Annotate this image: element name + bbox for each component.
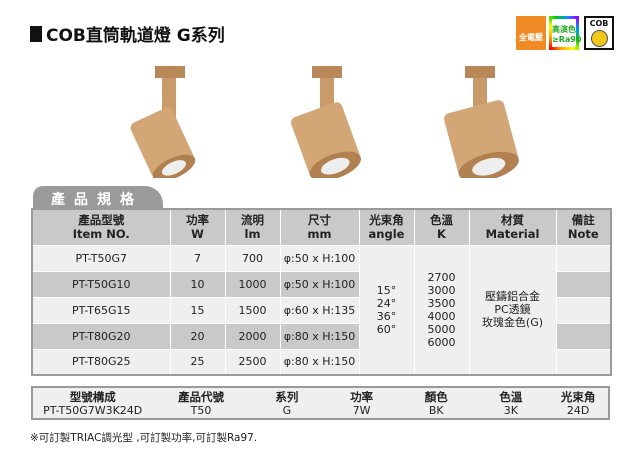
- table-header-row: 產品型號 Item NO. 功率 W 流明 lm 尺寸 mm 光束角 angle 色溫 K …: [31, 209, 611, 245]
- footnote: ※可訂製TRIAC調光型 ,可訂製功率,可訂製Ra97.: [30, 432, 258, 444]
- table-cell: 2500: [224, 348, 280, 375]
- header-power: 功率 W: [169, 209, 225, 245]
- code-power: 功率 7W: [350, 390, 374, 417]
- table-cell: [555, 296, 611, 323]
- section-tab: 產品規格: [33, 186, 163, 209]
- model-code-box: 型號構成 PT-T50G7W3K24D 產品代號 T50 系列 G 功率 7W 顏色 BK…: [31, 386, 610, 420]
- high-cri-icon: 高演色 ≥Ra90: [549, 16, 582, 50]
- table-cell: 15°: [376, 283, 397, 297]
- table-cell: 色溫: [430, 213, 453, 228]
- cell-angles: 15° 24° 36° 60°: [358, 244, 414, 375]
- table-cell: [555, 322, 611, 349]
- table-cell: 備註: [571, 213, 595, 228]
- cell-cct: 2700 3000 3500 4000 5000 6000: [413, 244, 469, 375]
- table-cell: PT-T65G15: [31, 296, 170, 323]
- table-cell: 產品型號: [78, 213, 125, 228]
- table-cell: angle: [368, 227, 405, 242]
- table-cell: 5000: [427, 322, 456, 336]
- table-cell: φ:80 x H:150: [279, 322, 359, 349]
- table-row: PT-T50G7 7 700 φ:50 x H:100 15° 24° 36° 60° 27…: [31, 244, 611, 375]
- table-row: PT-T80G25 25 2500 φ:80 x H:150: [31, 348, 611, 375]
- table-cell: PT-T80G25: [31, 348, 170, 375]
- table-cell: 功率: [186, 213, 209, 228]
- product-image-t80: [444, 66, 519, 178]
- code-color: 顏色 BK: [424, 390, 448, 417]
- table-cell: 壓鑄鋁合金: [485, 290, 540, 304]
- table-cell: 10: [169, 270, 225, 297]
- table-cell: 1000: [224, 270, 280, 297]
- table-cell: 3000: [427, 283, 456, 297]
- table-cell: mm: [307, 227, 332, 242]
- table-cell: 2700: [427, 270, 456, 284]
- table-cell: 材質: [501, 213, 524, 228]
- table-cell: 流明: [241, 213, 264, 228]
- table-cell: 15: [169, 296, 225, 323]
- table-cell: 60°: [376, 322, 397, 336]
- table-cell: 4000: [427, 309, 456, 323]
- table-cell: 36°: [376, 309, 397, 323]
- cell-material: 壓鑄鋁合金 PC透鏡 玫瑰金色(G): [468, 244, 556, 375]
- header-material: 材質 Material: [468, 209, 556, 245]
- header-note: 備註 Note: [555, 209, 611, 245]
- header-item: 產品型號 Item NO.: [31, 209, 170, 245]
- header-angle: 光束角 angle: [358, 209, 414, 245]
- header-size: 尺寸 mm: [279, 209, 359, 245]
- table-cell: [555, 348, 611, 375]
- table-cell: Note: [567, 227, 599, 242]
- table-cell: 玫瑰金色(G): [481, 316, 544, 330]
- code-model: 型號構成 PT-T50G7W3K24D: [43, 390, 143, 417]
- table-cell: 3500: [427, 296, 456, 310]
- cell-item: PT-T50G7: [31, 244, 170, 271]
- title-text: COB直筒軌道燈 G系列: [46, 26, 225, 46]
- code-series: 系列 G: [275, 390, 299, 417]
- table-row: PT-T50G10 10 1000 φ:50 x H:100: [31, 270, 611, 297]
- table-cell: 光束角: [369, 213, 404, 228]
- code-product: 產品代號 T50: [178, 390, 224, 417]
- table-cell: 尺寸: [308, 213, 331, 228]
- table-row: PT-T65G15 15 1500 φ:60 x H:135: [31, 296, 611, 323]
- full-voltage-icon: 全電壓: [516, 16, 546, 50]
- cell-note: [555, 244, 611, 271]
- table-cell: φ:80 x H:150: [279, 348, 359, 375]
- badge-label: 高演色 ≥Ra90: [552, 25, 582, 44]
- table-cell: lm: [244, 227, 261, 242]
- product-image-t50: [130, 66, 196, 178]
- table-cell: 25: [169, 348, 225, 375]
- table-cell: φ:60 x H:135: [279, 296, 359, 323]
- header-lumen: 流明 lm: [224, 209, 280, 245]
- table-cell: Item NO.: [72, 227, 130, 242]
- cell-power: 7: [169, 244, 225, 271]
- table-cell: 6000: [427, 335, 456, 349]
- table-cell: Material: [485, 227, 540, 242]
- table-cell: W: [191, 227, 204, 242]
- table-cell: 1500: [224, 296, 280, 323]
- table-cell: K: [437, 227, 446, 242]
- table-cell: PC透鏡: [494, 303, 531, 317]
- spec-table: 產品型號 Item NO. 功率 W 流明 lm 尺寸 mm 光束角 angle 色溫 K …: [31, 208, 612, 376]
- product-image-t65: [291, 66, 361, 178]
- cell-size: φ:50 x H:100: [279, 244, 359, 271]
- table-cell: 24°: [376, 296, 397, 310]
- table-cell: 20: [169, 322, 225, 349]
- cob-chip: [590, 30, 608, 47]
- cob-icon: COB: [584, 16, 614, 50]
- table-cell: [555, 270, 611, 297]
- table-cell: 2000: [224, 322, 280, 349]
- table-cell: PT-T50G10: [31, 270, 170, 297]
- table-row: PT-T80G20 20 2000 φ:80 x H:150: [31, 322, 611, 349]
- cell-lumen: 700: [224, 244, 280, 271]
- code-angle: 光束角 24D: [560, 390, 596, 417]
- code-cct: 色溫 3K: [499, 390, 523, 417]
- page-title: COB直筒軌道燈 G系列: [30, 21, 225, 46]
- header-cct: 色溫 K: [413, 209, 469, 245]
- badge-label: COB: [589, 19, 609, 28]
- table-cell: φ:50 x H:100: [279, 270, 359, 297]
- title-marker: [30, 25, 42, 42]
- table-cell: PT-T80G20: [31, 322, 170, 349]
- badge-label: 全電壓: [519, 33, 543, 42]
